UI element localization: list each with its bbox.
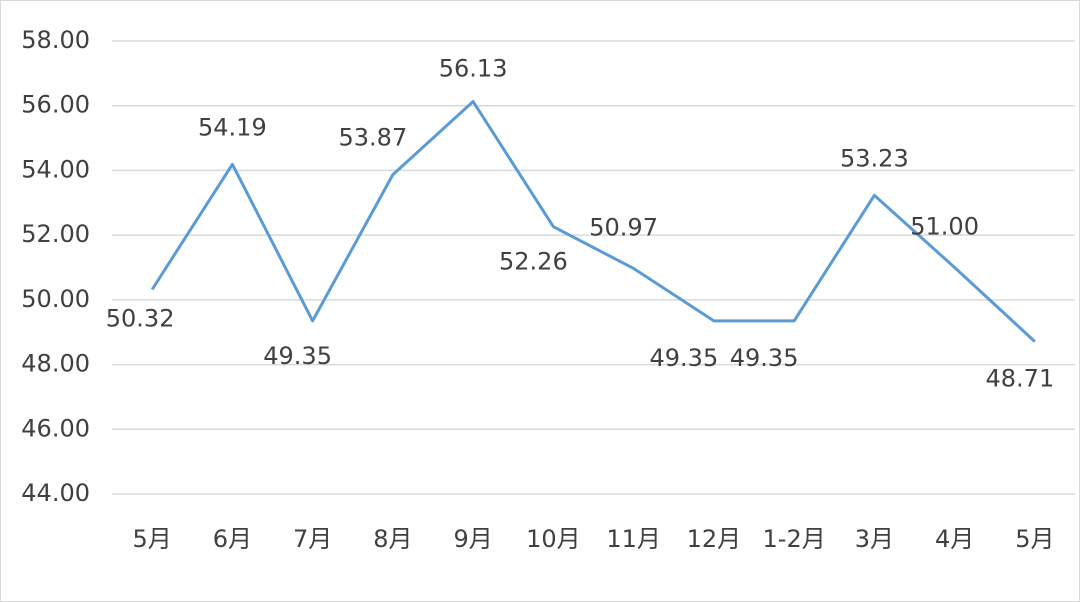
data-label: 48.71 bbox=[986, 365, 1055, 393]
data-label: 56.13 bbox=[439, 55, 508, 83]
x-tick-label: 11月 bbox=[606, 525, 661, 553]
x-tick-label: 10月 bbox=[526, 525, 581, 553]
y-tick-label: 52.00 bbox=[21, 220, 90, 248]
data-label: 50.32 bbox=[106, 305, 175, 333]
line bbox=[150, 100, 1036, 343]
y-tick-label: 54.00 bbox=[21, 155, 90, 183]
y-tick-label: 50.00 bbox=[21, 285, 90, 313]
x-tick-label: 4月 bbox=[935, 525, 974, 553]
y-tick-label: 46.00 bbox=[21, 414, 90, 442]
data-label: 52.26 bbox=[499, 248, 568, 276]
x-tick-label: 1-2月 bbox=[763, 525, 826, 553]
x-tick-label: 8月 bbox=[373, 525, 412, 553]
data-label: 49.35 bbox=[730, 344, 799, 372]
data-label: 53.87 bbox=[339, 124, 408, 152]
data-label: 51.00 bbox=[910, 213, 979, 241]
x-tick-label: 5月 bbox=[132, 525, 171, 553]
data-label: 49.35 bbox=[263, 342, 332, 370]
x-tick-label: 7月 bbox=[293, 525, 332, 553]
x-tick-label: 6月 bbox=[213, 525, 252, 553]
y-tick-label: 56.00 bbox=[21, 91, 90, 119]
y-tick-label: 58.00 bbox=[21, 26, 90, 54]
x-tick-label: 3月 bbox=[855, 525, 894, 553]
y-tick-label: 48.00 bbox=[21, 350, 90, 378]
data-label: 53.23 bbox=[840, 144, 909, 172]
x-tick-label: 9月 bbox=[453, 525, 492, 553]
y-tick-label: 44.00 bbox=[21, 479, 90, 507]
data-label: 54.19 bbox=[198, 113, 267, 141]
x-tick-label: 5月 bbox=[1015, 525, 1054, 553]
data-label: 49.35 bbox=[650, 344, 719, 372]
x-tick-label: 12月 bbox=[687, 525, 742, 553]
data-label: 50.97 bbox=[589, 213, 658, 241]
